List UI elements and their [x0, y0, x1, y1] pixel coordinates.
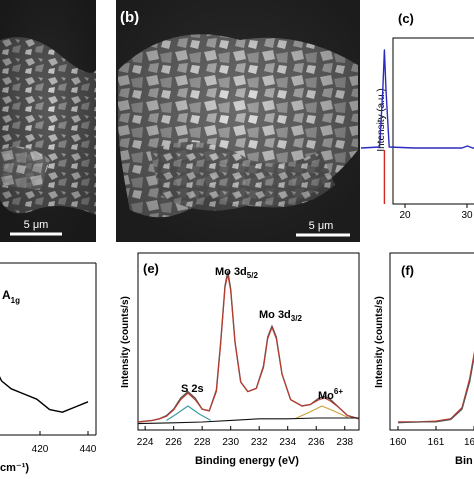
raman-series-line-0	[0, 376, 89, 413]
xps-series-line-3	[294, 405, 348, 420]
panel-a: 5 μm	[0, 0, 96, 242]
xps-tick-label: 228	[194, 437, 211, 448]
panel-f: (f) Intensity (counts/s) 160 161 16 Bin	[374, 252, 474, 467]
panel-label-f: (f)	[401, 263, 414, 278]
xps-xlabel: Binding energy (eV)	[195, 455, 299, 467]
panel-e: (e) Intensity (counts/s) 224 226 228 230 232…	[120, 252, 360, 467]
xps-tick-label: 232	[251, 437, 268, 448]
xrd-plot-frame	[392, 37, 474, 205]
xrd-series-line-0	[360, 49, 474, 149]
xps-f-series-line-1	[397, 355, 474, 424]
xps-plot-frame	[137, 252, 360, 431]
xps-tick-label: 236	[308, 437, 325, 448]
raman-peak-label: A1g	[2, 288, 20, 305]
sem-shading-b	[116, 0, 360, 242]
xps-f-tick-161: 161	[428, 437, 445, 448]
sem-shading-a	[0, 0, 96, 242]
scale-label-a: 5 μm	[24, 219, 49, 231]
peak-label-mo-3d32: Mo 3d3/2	[259, 309, 302, 323]
panel-label-b: (b)	[120, 9, 139, 26]
xps-f-tick-160: 160	[390, 437, 407, 448]
peak-label-mo6: Mo6+	[318, 387, 343, 402]
xps-x-ticks: 224 226 228 230 232 234 236 238	[137, 426, 354, 448]
xps-tick-label: 234	[279, 437, 296, 448]
xps-series-line-4	[137, 417, 359, 425]
raman-tick-440: 440	[80, 444, 97, 455]
xps-f-xlabel: Bin	[455, 455, 473, 467]
peak-label-s-2s: S 2s	[181, 383, 204, 395]
xrd-tick-30: 30	[461, 210, 473, 221]
panel-d: A1g 420 440 cm⁻¹)	[0, 262, 97, 474]
xps-tick-label: 238	[336, 437, 353, 448]
panel-label-e: (e)	[143, 261, 159, 276]
scale-label-b: 5 μm	[309, 220, 334, 232]
xps-f-plot-frame	[389, 252, 474, 431]
xps-f-ylabel: Intensity (counts/s)	[374, 296, 385, 388]
raman-series	[0, 376, 89, 413]
xps-series	[137, 270, 360, 425]
xps-tick-label: 230	[222, 437, 239, 448]
xps-tick-label: 224	[137, 437, 154, 448]
xps-tick-label: 226	[165, 437, 182, 448]
xps-series-line-2	[166, 405, 211, 421]
panel-label-c: (c)	[398, 11, 414, 26]
panel-b: (b) 5 μm	[116, 0, 360, 242]
xps-series-line-1	[137, 274, 360, 423]
panel-c: (c) Intensity (a.u.) 20 30	[360, 11, 474, 221]
xps-f-tick-162: 16	[464, 437, 474, 448]
xrd-series	[360, 49, 474, 204]
peak-label-mo-3d52: Mo 3d5/2	[215, 266, 258, 280]
raman-tick-420: 420	[32, 444, 49, 455]
xps-ylabel: Intensity (counts/s)	[120, 296, 131, 388]
raman-xlabel: cm⁻¹)	[0, 462, 29, 474]
xps-f-series	[397, 351, 474, 424]
xrd-tick-20: 20	[399, 210, 411, 221]
